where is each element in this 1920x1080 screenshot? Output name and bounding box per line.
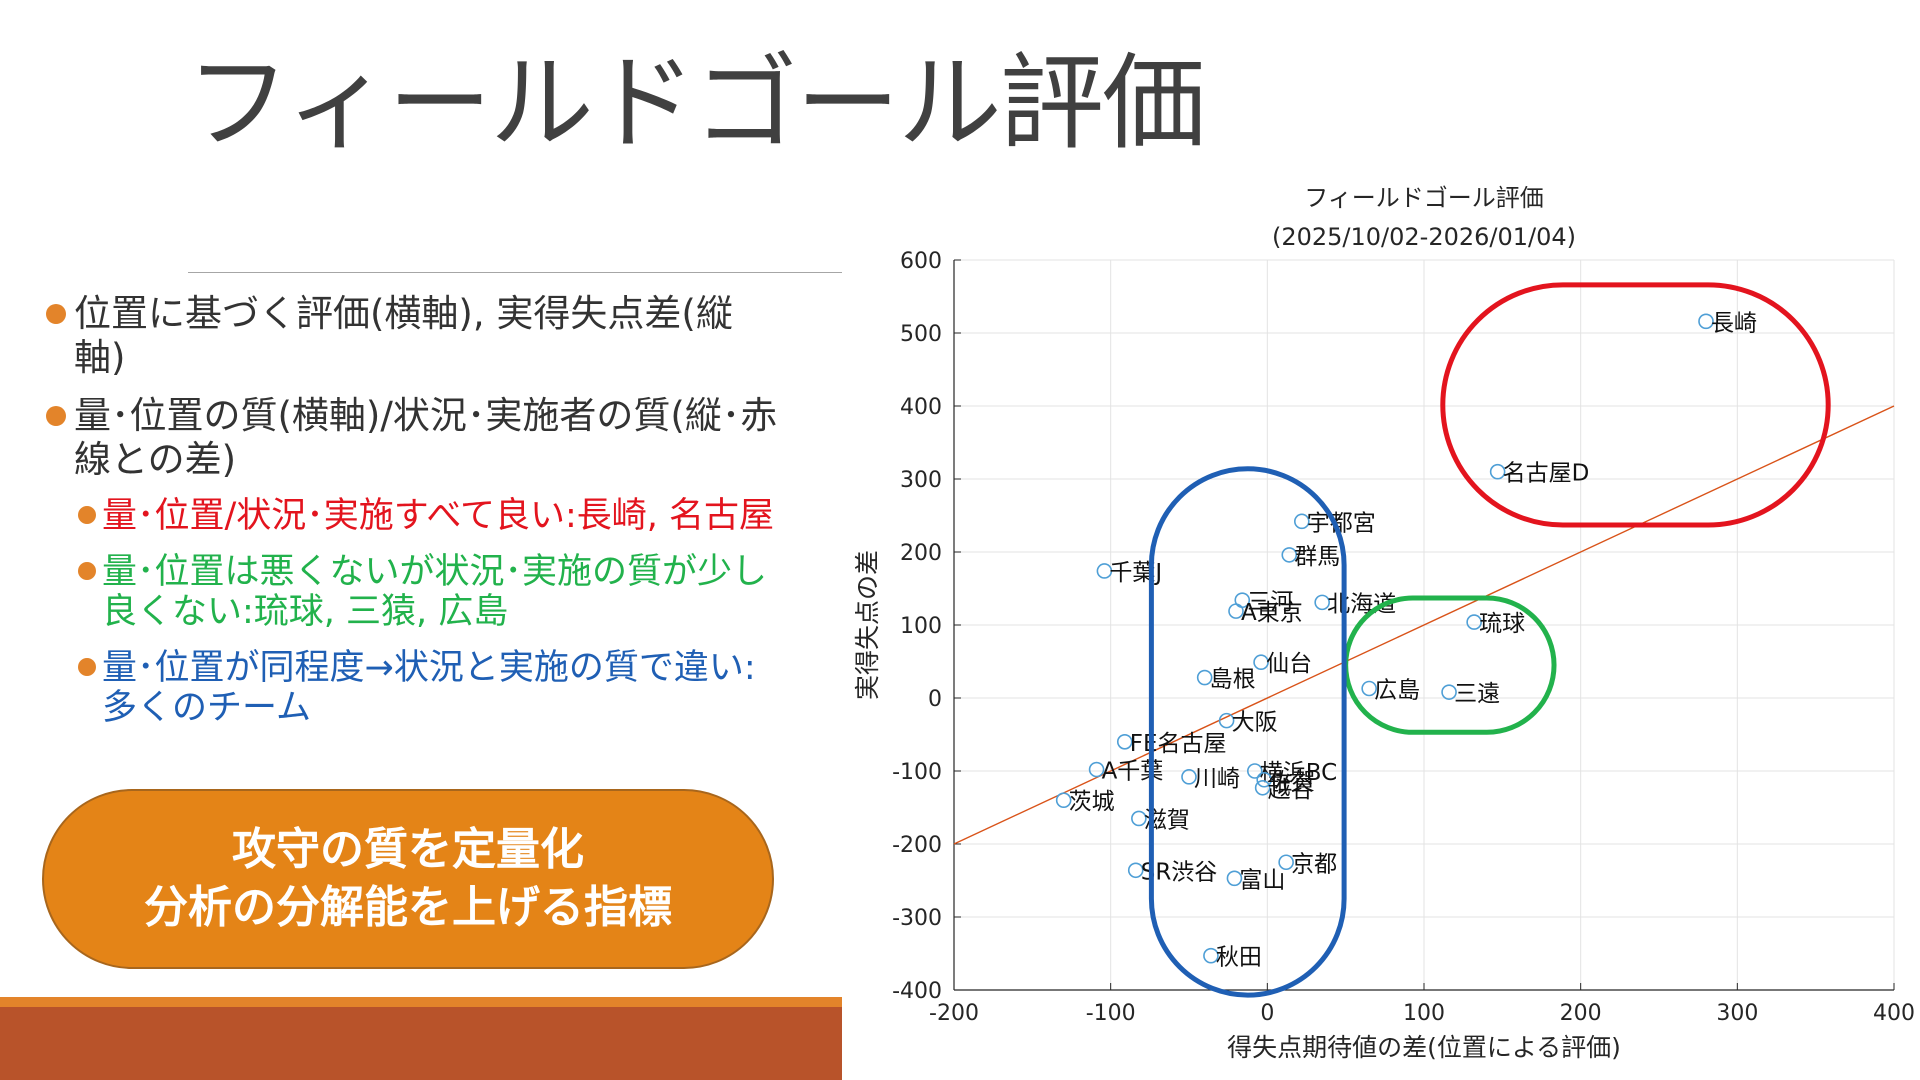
y-tick-label: 0 [928,687,942,712]
bullet-dot-icon [46,406,66,426]
data-point [1278,854,1294,871]
data-point-label: 越谷 [1268,777,1314,803]
data-point-label: FE名古屋 [1130,731,1227,757]
data-point [1293,513,1310,530]
data-point [1361,680,1377,697]
data-point-label: 仙台 [1266,651,1312,677]
x-tick-label: -200 [929,1001,979,1026]
data-point [1314,594,1330,611]
data-point-label: 長崎 [1711,310,1757,336]
sub-bullet-item: 量･位置/状況･実施すべて良い:長崎, 名古屋 [44,496,784,536]
data-point [1127,862,1144,879]
data-point [1253,654,1269,671]
x-tick-label: 400 [1873,1001,1915,1026]
y-tick-label: 300 [900,468,942,493]
bullet-text: 量･位置の質(横軸)/状況･実施者の質(縦･赤線との差) [74,394,778,481]
data-point [1203,947,1219,964]
y-tick-label: 200 [900,541,942,566]
data-point-label: 宇都宮 [1307,510,1376,536]
x-tick-label: 200 [1560,1001,1602,1026]
bullet-dot-icon [78,658,96,676]
data-point-label: 秋田 [1216,945,1262,971]
reference-line [953,405,1895,845]
data-point-label: 三遠 [1454,681,1500,707]
scatter-chart: -200 -100 0 100 200 300 400 600 500 400 300 200 100 0… [853,184,1915,1062]
data-point-label: 富山 [1239,867,1285,893]
data-point [1218,712,1235,729]
y-tick-label: -400 [892,979,942,1004]
data-point-label: 大阪 [1232,710,1278,736]
data-point [1181,769,1197,785]
data-point-label: 千葉J [1109,560,1162,586]
data-point-label: 名古屋D [1503,461,1590,487]
y-tick-label: 500 [900,322,942,347]
x-tick-label: 0 [1260,1001,1274,1026]
sub-bullet-text: 量･位置が同程度→状況と実施の質で違い:多くのチーム [102,648,756,728]
data-point [1096,563,1113,579]
x-tick-label: -100 [1086,1001,1136,1026]
data-point-label: 川崎 [1194,766,1240,792]
y-tick-label: 600 [900,249,942,274]
data-point [1246,763,1263,779]
sub-bullet-item: 量･位置が同程度→状況と実施の質で違い:多くのチーム [44,648,784,728]
data-point-label: 三河 [1247,589,1293,615]
bullet-dot-icon [78,562,96,580]
data-point-label: 琉球 [1479,611,1525,637]
y-tick-label: -100 [892,760,942,785]
callout-line-2: 分析の分解能を上げる指標 [144,882,672,933]
data-point [1226,870,1243,887]
data-point-label: 島根 [1210,667,1256,693]
sub-bullet-item: 量･位置は悪くないが状況･実施の質が少し良くない:琉球, 三猿, 広島 [44,552,784,632]
bullet-text: 位置に基づく評価(横軸), 実得失点差(縦軸) [74,292,733,379]
sub-bullet-text: 量･位置/状況･実施すべて良い:長崎, 名古屋 [102,496,774,536]
data-point-label: 群馬 [1294,544,1340,570]
bullet-dot-icon [78,506,96,524]
data-point-label: 京都 [1291,851,1337,877]
data-point [1088,761,1105,778]
bullet-list: 位置に基づく評価(横軸), 実得失点差(縦軸) 量･位置の質(横軸)/状況･実施… [44,292,784,744]
data-point [1131,810,1147,827]
title-divider [188,272,842,273]
y-axis-label: 実得失点の差 [853,550,882,700]
data-point [1489,463,1506,480]
bullet-item: 位置に基づく評価(横軸), 実得失点差(縦軸) [44,292,784,380]
data-point-label: 茨城 [1069,789,1115,815]
bullet-dot-icon [46,304,66,324]
callout-line-1: 攻守の質を定量化 [232,824,584,875]
footer-bar [0,1007,842,1080]
highlight-group-good [1440,282,1831,528]
data-point [1055,792,1072,809]
data-point-label: 広島 [1374,678,1420,704]
data-point-label: 横浜BC [1260,760,1337,786]
x-tick-label: 300 [1716,1001,1758,1026]
data-point [1441,684,1457,700]
chart-title: フィールドゴール評価 [1304,184,1544,212]
y-tick-label: 100 [900,614,942,639]
data-point-label: 佐賀 [1269,769,1315,795]
x-tick-label: 100 [1403,1001,1445,1026]
x-axis-label: 得失点期待値の差(位置による評価) [1227,1033,1621,1062]
callout-box: 攻守の質を定量化 分析の分解能を上げる指標 [42,789,774,969]
footer-accent-bar [0,997,842,1007]
data-point [1281,547,1298,563]
y-tick-label: -200 [892,833,942,858]
data-point [1254,779,1271,796]
data-point [1698,313,1714,330]
y-tick-label: 400 [900,395,942,420]
data-point [1228,603,1244,619]
data-point-label: A東京 [1241,600,1303,626]
data-point [1196,669,1213,686]
bullet-item: 量･位置の質(横軸)/状況･実施者の質(縦･赤線との差) [44,394,784,482]
data-point [1256,771,1273,788]
highlight-group-similar [1148,466,1347,998]
sub-bullet-text: 量･位置は悪くないが状況･実施の質が少し良くない:琉球, 三猿, 広島 [102,552,768,632]
data-point [1466,614,1482,630]
slide-title: フィールドゴール評価 [186,42,1206,164]
y-tick-label: -300 [892,906,942,931]
data-point [1116,733,1133,750]
chart-subtitle: (2025/10/02-2026/01/04) [1272,223,1576,251]
data-point-label: A千葉 [1102,759,1164,785]
